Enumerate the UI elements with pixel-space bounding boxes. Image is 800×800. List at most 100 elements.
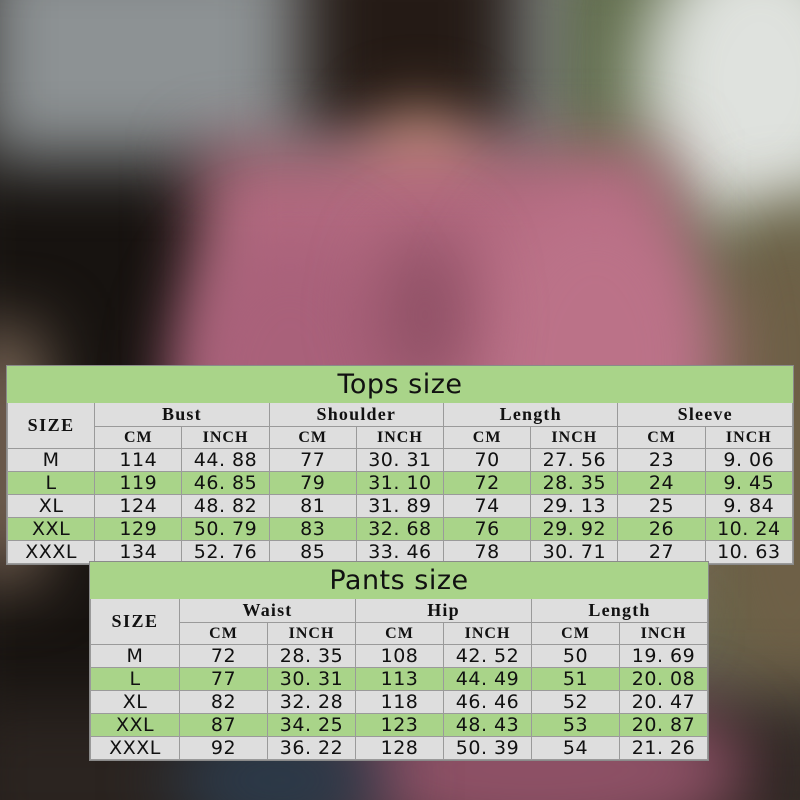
pants-cell: 34. 25 bbox=[267, 713, 356, 737]
pants-cell: 46. 46 bbox=[443, 690, 532, 714]
tops-unit-shoulder-inch: INCH bbox=[355, 426, 445, 449]
tops-cell: 31. 89 bbox=[355, 494, 445, 518]
tops-cell: 26 bbox=[617, 517, 706, 541]
table-row: L 77 30. 31 113 44. 49 51 20. 08 bbox=[90, 667, 708, 691]
tops-cell: 85 bbox=[268, 540, 357, 564]
pants-size-table: Pants size SIZE Waist Hip Length CM INCH… bbox=[90, 562, 708, 760]
pants-unit-waist-cm: CM bbox=[179, 622, 268, 645]
tops-row-size: XXXL bbox=[6, 540, 96, 564]
pants-cell: 51 bbox=[531, 667, 620, 691]
pants-cell: 20. 47 bbox=[619, 690, 708, 714]
tops-cell: 83 bbox=[268, 517, 357, 541]
tops-cell: 33. 46 bbox=[355, 540, 445, 564]
pants-group-hip: Hip bbox=[355, 598, 532, 623]
pants-cell: 44. 49 bbox=[443, 667, 532, 691]
tops-group-sleeve: Sleeve bbox=[617, 402, 793, 427]
tops-group-length: Length bbox=[443, 402, 619, 427]
table-row: XXL 87 34. 25 123 48. 43 53 20. 87 bbox=[90, 713, 708, 737]
pants-cell: 32. 28 bbox=[267, 690, 356, 714]
tops-cell: 114 bbox=[94, 448, 183, 472]
pants-cell: 82 bbox=[179, 690, 268, 714]
tops-unit-shoulder-cm: CM bbox=[268, 426, 357, 449]
tops-title-row: Tops size bbox=[7, 366, 793, 403]
pants-unit-hip-inch: INCH bbox=[443, 622, 532, 645]
tops-unit-length-inch: INCH bbox=[530, 426, 619, 449]
pants-unit-waist-inch: INCH bbox=[267, 622, 356, 645]
tops-size-header: SIZE bbox=[6, 402, 96, 449]
table-row: L 119 46. 85 79 31. 10 72 28. 35 24 9. 4… bbox=[6, 471, 794, 495]
tops-unit-sleeve-inch: INCH bbox=[704, 426, 794, 449]
tops-unit-bust-inch: INCH bbox=[181, 426, 270, 449]
tops-row-size: L bbox=[6, 471, 96, 495]
tops-cell: 124 bbox=[94, 494, 183, 518]
tops-cell: 74 bbox=[443, 494, 532, 518]
pants-cell: 28. 35 bbox=[267, 644, 356, 668]
pants-unit-hip-cm: CM bbox=[355, 622, 444, 645]
pants-cell: 77 bbox=[179, 667, 268, 691]
pants-cell: 123 bbox=[355, 713, 444, 737]
pants-cell: 53 bbox=[531, 713, 620, 737]
tops-cell: 134 bbox=[94, 540, 183, 564]
pants-cell: 20. 08 bbox=[619, 667, 708, 691]
tops-cell: 81 bbox=[268, 494, 357, 518]
tops-cell: 30. 71 bbox=[530, 540, 619, 564]
pants-cell: 113 bbox=[355, 667, 444, 691]
pants-row-size: XXL bbox=[90, 713, 180, 737]
tops-cell: 79 bbox=[268, 471, 357, 495]
pants-unit-length-inch: INCH bbox=[619, 622, 708, 645]
tops-cell: 70 bbox=[443, 448, 532, 472]
tops-cell: 27 bbox=[617, 540, 706, 564]
tops-cell: 27. 56 bbox=[530, 448, 619, 472]
pants-cell: 54 bbox=[531, 736, 620, 760]
tops-cell: 72 bbox=[443, 471, 532, 495]
pants-title-row: Pants size bbox=[90, 562, 708, 599]
tops-cell: 50. 79 bbox=[181, 517, 270, 541]
table-row: XL 82 32. 28 118 46. 46 52 20. 47 bbox=[90, 690, 708, 714]
table-row: XXL 129 50. 79 83 32. 68 76 29. 92 26 10… bbox=[6, 517, 794, 541]
tops-row-size: M bbox=[6, 448, 96, 472]
tops-cell: 29. 13 bbox=[530, 494, 619, 518]
pants-cell: 128 bbox=[355, 736, 444, 760]
tops-cell: 32. 68 bbox=[355, 517, 445, 541]
tops-cell: 31. 10 bbox=[355, 471, 445, 495]
tops-cell: 23 bbox=[617, 448, 706, 472]
pants-cell: 42. 52 bbox=[443, 644, 532, 668]
tops-cell: 129 bbox=[94, 517, 183, 541]
tops-cell: 9. 06 bbox=[704, 448, 794, 472]
pants-row-size: XXXL bbox=[90, 736, 180, 760]
tops-title: Tops size bbox=[7, 366, 793, 403]
tops-group-bust: Bust bbox=[94, 402, 270, 427]
pants-cell: 20. 87 bbox=[619, 713, 708, 737]
pants-cell: 72 bbox=[179, 644, 268, 668]
pants-group-waist: Waist bbox=[179, 598, 356, 623]
tops-row-size: XXL bbox=[6, 517, 96, 541]
pants-cell: 92 bbox=[179, 736, 268, 760]
pants-cell: 50. 39 bbox=[443, 736, 532, 760]
tops-unit-length-cm: CM bbox=[443, 426, 532, 449]
pants-group-length: Length bbox=[531, 598, 708, 623]
pants-row-size: XL bbox=[90, 690, 180, 714]
pants-cell: 50 bbox=[531, 644, 620, 668]
tops-group-shoulder: Shoulder bbox=[268, 402, 445, 427]
tops-cell: 78 bbox=[443, 540, 532, 564]
tops-cell: 24 bbox=[617, 471, 706, 495]
tops-cell: 30. 31 bbox=[355, 448, 445, 472]
table-row: M 72 28. 35 108 42. 52 50 19. 69 bbox=[90, 644, 708, 668]
pants-cell: 36. 22 bbox=[267, 736, 356, 760]
pants-cell: 30. 31 bbox=[267, 667, 356, 691]
pants-cell: 118 bbox=[355, 690, 444, 714]
tops-cell: 29. 92 bbox=[530, 517, 619, 541]
tops-cell: 48. 82 bbox=[181, 494, 270, 518]
table-row: XXXL 92 36. 22 128 50. 39 54 21. 26 bbox=[90, 736, 708, 760]
table-row: XXXL 134 52. 76 85 33. 46 78 30. 71 27 1… bbox=[6, 540, 794, 564]
pants-cell: 52 bbox=[531, 690, 620, 714]
tops-cell: 10. 63 bbox=[704, 540, 794, 564]
pants-cell: 21. 26 bbox=[619, 736, 708, 760]
tops-unit-header-row: CM INCH CM INCH CM INCH CM INCH bbox=[8, 426, 794, 449]
tops-cell: 44. 88 bbox=[181, 448, 270, 472]
pants-size-header: SIZE bbox=[90, 598, 180, 645]
pants-cell: 108 bbox=[355, 644, 444, 668]
pants-unit-length-cm: CM bbox=[531, 622, 620, 645]
tops-cell: 76 bbox=[443, 517, 532, 541]
